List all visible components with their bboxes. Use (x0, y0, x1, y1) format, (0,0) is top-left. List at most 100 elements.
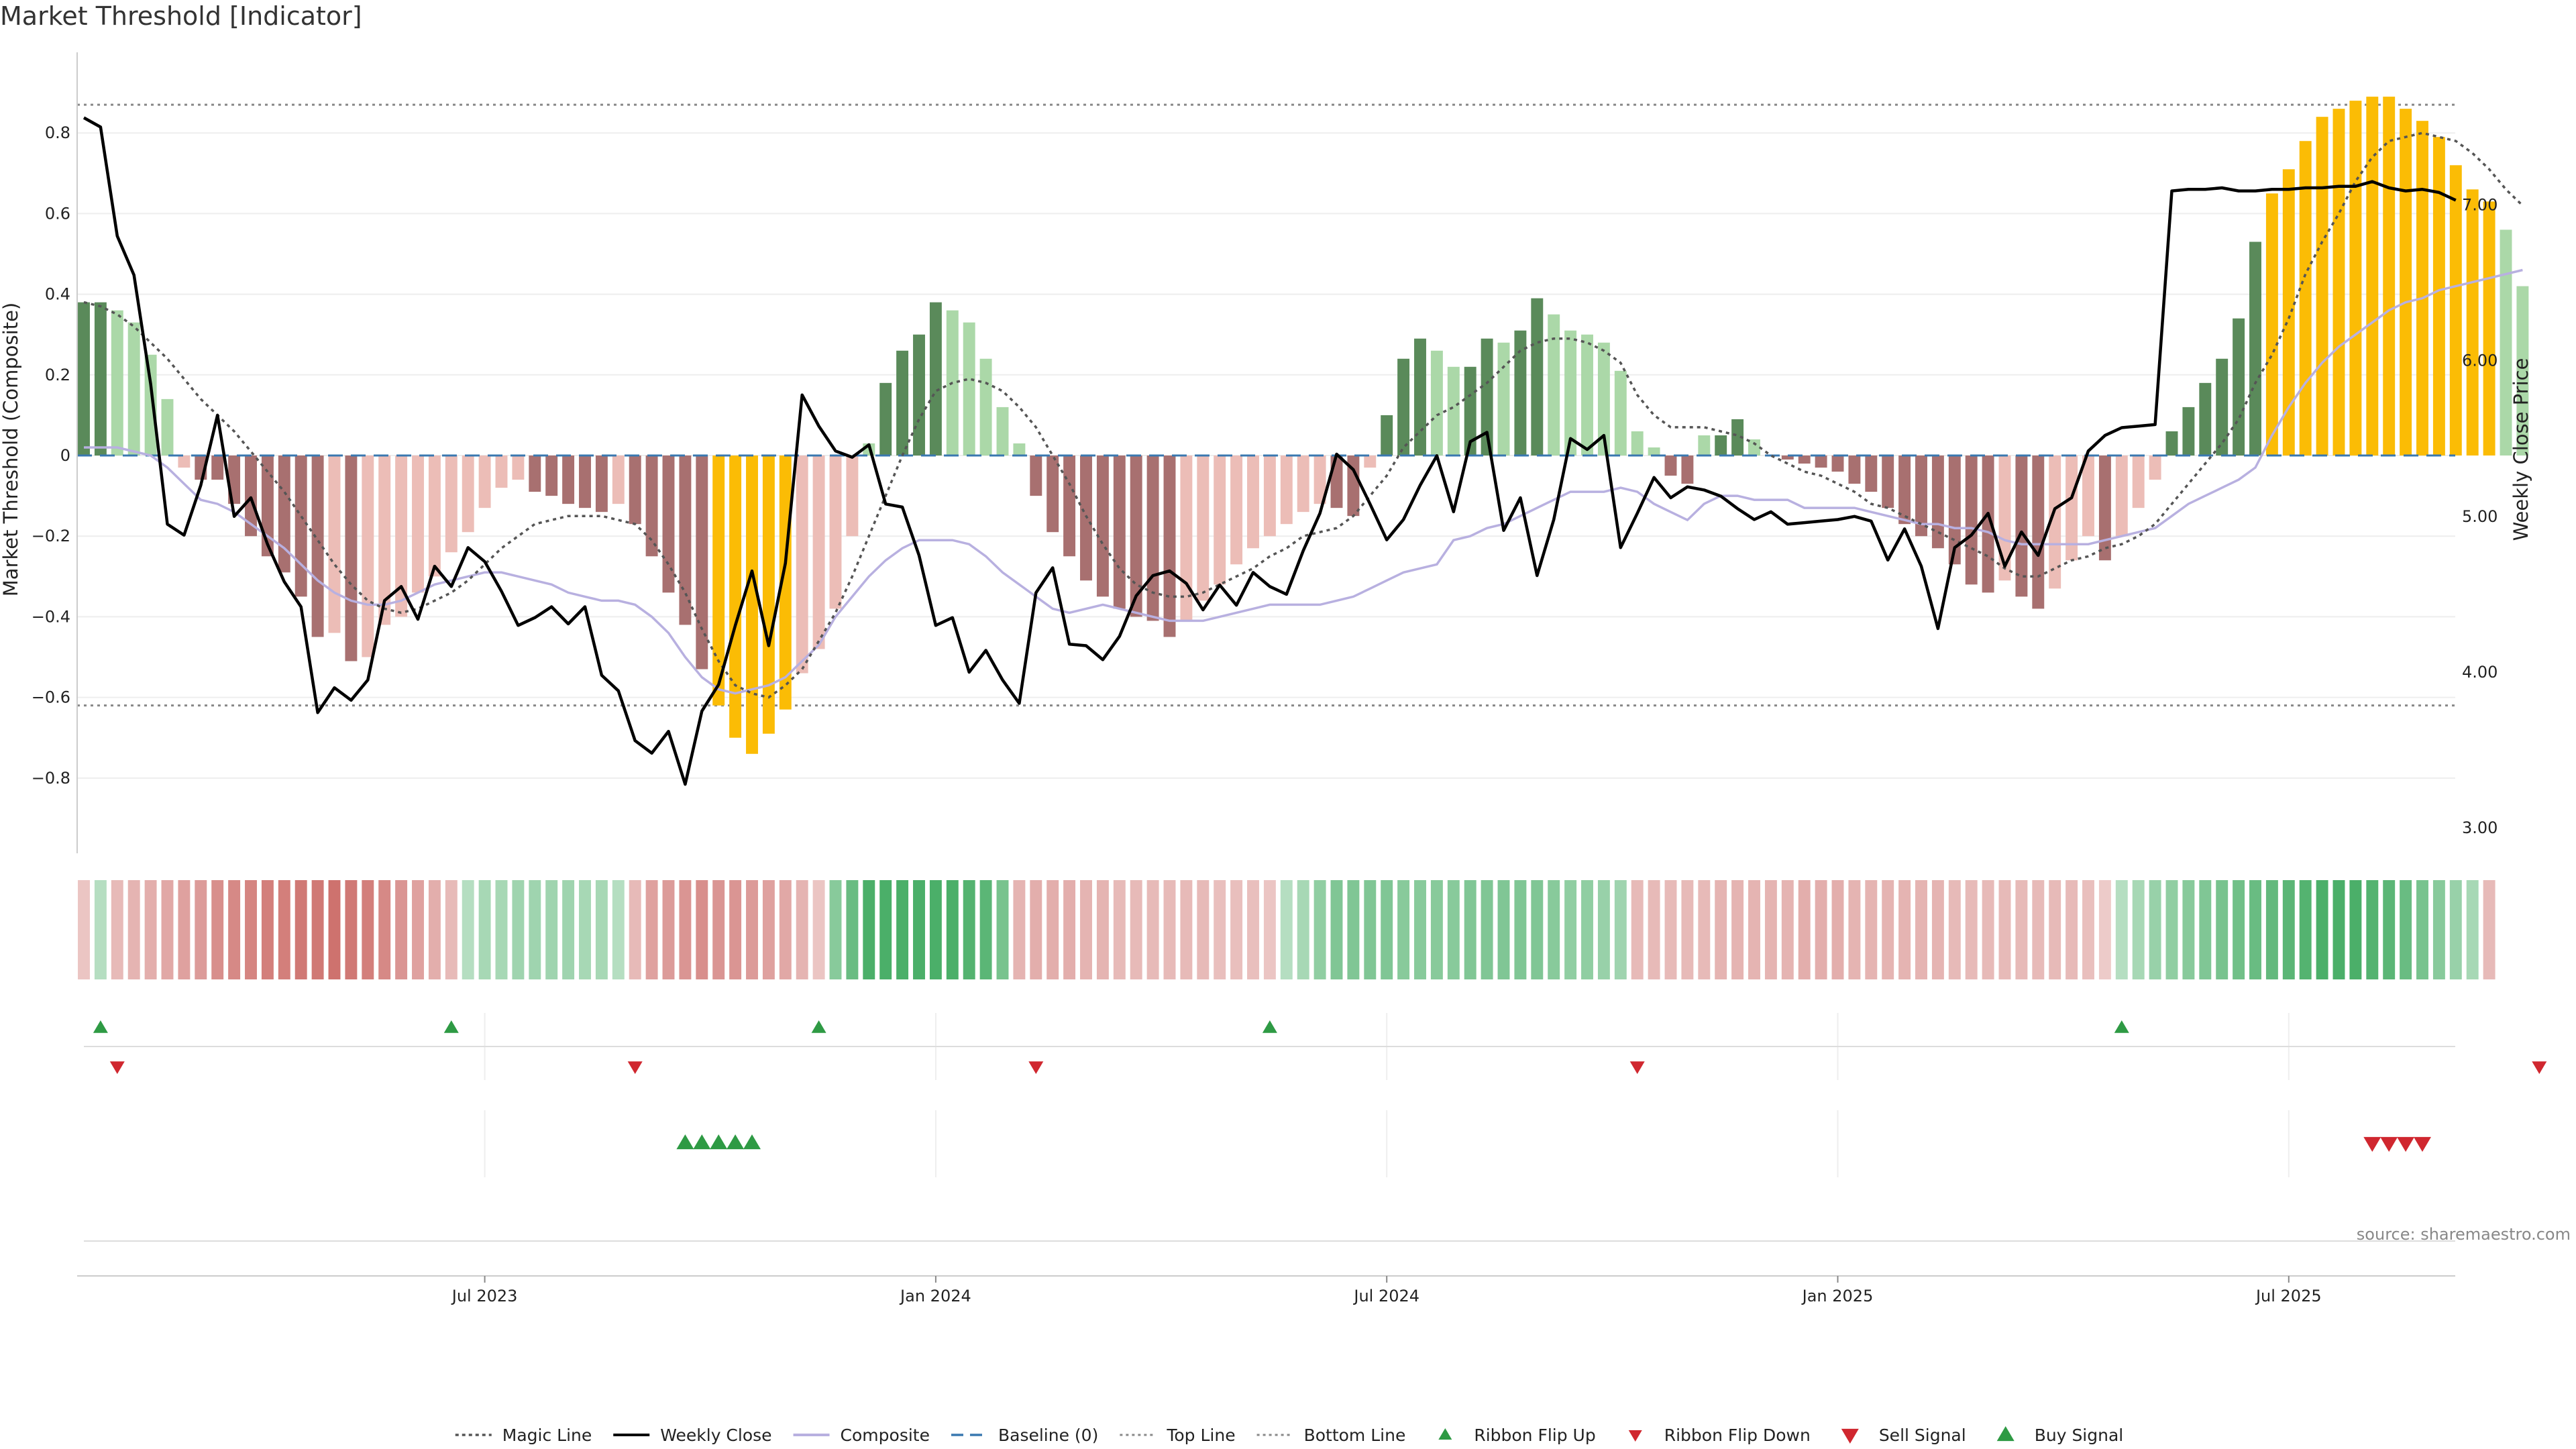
composite-bar (2115, 455, 2128, 537)
sell-signal-marker (2414, 1136, 2431, 1152)
sell-signal-marker (2397, 1136, 2415, 1152)
ribbon-cell (1965, 880, 1978, 979)
ribbon-cell (1414, 880, 1426, 979)
ribbon-flip-down-marker (627, 1061, 643, 1074)
composite-bar (1046, 455, 1059, 533)
signal-panel (484, 1110, 2431, 1177)
legend-swatch (1841, 1428, 1859, 1444)
buy-signal-marker (693, 1134, 711, 1150)
y-right-tick-label: 5.00 (2462, 507, 2498, 526)
composite-bar (412, 455, 424, 593)
ribbon-cell (829, 880, 842, 979)
legend-item[interactable]: Top Line (1120, 1426, 1236, 1445)
composite-bar (1882, 455, 1894, 508)
x-tick-label: Jan 2025 (1801, 1287, 1874, 1305)
legend-label: Baseline (0) (998, 1426, 1098, 1445)
composite-bar (1063, 455, 1076, 557)
composite-bar (1648, 447, 1660, 456)
legend-item[interactable]: Bottom Line (1256, 1426, 1406, 1445)
ribbon-cell (2149, 880, 2161, 979)
ribbon-cell (1698, 880, 1711, 979)
composite-bar (1113, 455, 1126, 609)
composite-bar (1214, 455, 1226, 585)
legend-item[interactable]: Ribbon Flip Up (1438, 1426, 1596, 1445)
y-left-tick-label: 0.6 (45, 204, 70, 223)
ribbon-cell (662, 880, 675, 979)
composite-bar (2149, 455, 2161, 480)
ribbon-cell (395, 880, 408, 979)
ribbon-cell (211, 880, 224, 979)
composite-bar (1414, 338, 1426, 456)
composite-bar (1381, 415, 1393, 456)
legend-item[interactable]: Composite (793, 1426, 930, 1445)
composite-bar (2015, 455, 2028, 597)
composite-bar (1364, 455, 1377, 468)
composite-bar (2233, 318, 2245, 456)
ribbon-cell (1180, 880, 1193, 979)
ribbon-cell (1982, 880, 1994, 979)
composite-bar (1397, 358, 1410, 456)
ribbon-cell (178, 880, 191, 979)
ribbon-cell (2199, 880, 2212, 979)
ribbon-cell (1564, 880, 1577, 979)
ribbon-cell (1430, 880, 1443, 979)
legend-item[interactable]: Weekly Close (613, 1426, 772, 1445)
composite-bar (979, 358, 992, 456)
composite-bar (445, 455, 458, 553)
ribbon-cell (1280, 880, 1293, 979)
legend-label: Top Line (1166, 1426, 1235, 1445)
source-note: source: sharemaestro.com (2357, 1225, 2571, 1244)
ribbon-cell (462, 880, 474, 979)
ribbon-cell (1514, 880, 1527, 979)
ribbon-cell (1464, 880, 1477, 979)
axes: −0.8 −0.6 −0.4 −0.2 0 0.2 0.4 0.6 0.8 3.00 4.00 5.0… (0, 52, 2532, 853)
composite-bar (2032, 455, 2045, 609)
ribbon-cell (629, 880, 641, 979)
ribbon-cell (595, 880, 608, 979)
legend[interactable]: Magic Line Weekly Close Composite Baseline … (455, 1426, 2124, 1445)
legend-item[interactable]: Sell Signal (1841, 1426, 1966, 1445)
composite-bar (2299, 141, 2312, 456)
ribbon-cell (495, 880, 508, 979)
composite-bar (278, 455, 290, 573)
legend-item[interactable]: Buy Signal (1996, 1426, 2124, 1445)
ribbon-cell (1063, 880, 1076, 979)
composite-bar (562, 455, 575, 504)
ribbon-cell (228, 880, 241, 979)
ribbon-cell (1898, 880, 1911, 979)
legend-swatch (1996, 1426, 2015, 1442)
composite-bar (1430, 350, 1443, 456)
composite-bar (579, 455, 591, 508)
composite-bars (78, 97, 2529, 754)
series-lines (77, 116, 2524, 786)
legend-item[interactable]: Magic Line (455, 1426, 592, 1445)
composite-bar (127, 322, 140, 456)
ribbon-cell (1263, 880, 1276, 979)
ribbon-cell (1948, 880, 1961, 979)
threshold-lines (77, 103, 2455, 707)
ribbon-cell (1030, 880, 1042, 979)
composite-bar (2466, 189, 2479, 456)
composite-bar (796, 455, 808, 674)
composite-bar (829, 455, 842, 609)
ribbon-cell (2015, 880, 2028, 979)
composite-bar (2332, 109, 2345, 456)
composite-bar (629, 455, 641, 525)
legend-item[interactable]: Ribbon Flip Down (1628, 1426, 1811, 1445)
ribbon-cell (1046, 880, 1059, 979)
composite-bar (2065, 455, 2078, 561)
x-tick-label: Jan 2024 (899, 1287, 971, 1305)
composite-bar (345, 455, 358, 661)
composite-bar (2516, 286, 2529, 456)
ribbon-cell (929, 880, 942, 979)
legend-item[interactable]: Baseline (0) (951, 1426, 1098, 1445)
ribbon-cell (846, 880, 859, 979)
composite-bar (1865, 455, 1878, 492)
composite-bar (1815, 455, 1827, 468)
composite-bar (529, 455, 541, 492)
ribbon-cell (779, 880, 792, 979)
composite-bar (395, 455, 408, 617)
legend-label: Composite (841, 1426, 930, 1445)
y-left-tick-label: −0.6 (32, 688, 70, 707)
